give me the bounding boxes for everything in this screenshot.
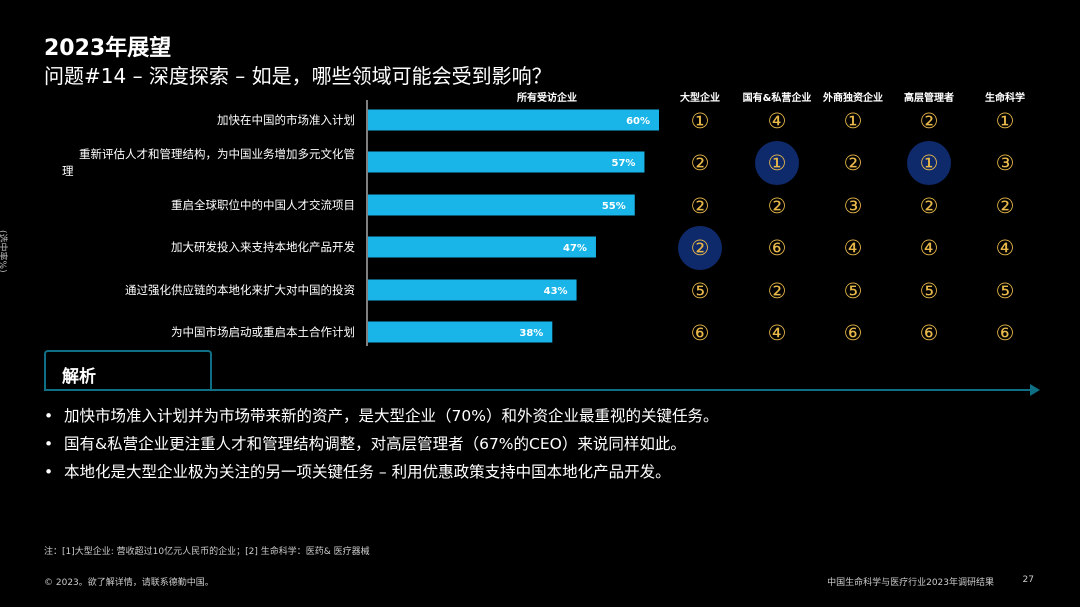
bar-data-label: 57% <box>612 158 636 169</box>
rank-column-header: 大型企业 <box>680 91 720 104</box>
rank-value: ⑥ <box>844 321 863 345</box>
category-label-continued: 理 <box>62 164 74 178</box>
rank-value: ② <box>768 194 787 218</box>
category-label: 重新评估人才和管理结构，为中国业务增加多元文化管 <box>79 147 355 161</box>
rank-value: ② <box>920 109 939 133</box>
rank-value: ⑤ <box>691 279 710 303</box>
rank-value: ① <box>691 109 710 133</box>
rank-value: ② <box>691 151 710 175</box>
rank-value: ① <box>996 109 1015 133</box>
category-label: 重启全球职位中的中国人才交流项目 <box>171 198 355 212</box>
report-title: 中国生命科学与医疗行业2023年调研结果 <box>827 578 994 588</box>
category-label: 加快在中国的市场准入计划 <box>217 113 355 127</box>
rank-value: ① <box>920 151 939 175</box>
bar-data-label: 43% <box>544 286 568 297</box>
analysis-divider <box>44 389 1034 391</box>
bullet-item: 本地化是大型企业极为关注的另一项关键任务 – 利用优惠政策支持中国本地化产品开发… <box>44 458 1044 486</box>
arrow-right-icon <box>1030 384 1040 396</box>
rank-value: ① <box>768 151 787 175</box>
rank-value: ② <box>996 194 1015 218</box>
rank-value: ② <box>768 279 787 303</box>
rank-column-header: 高层管理者 <box>904 91 954 104</box>
footnote: 注：[1]大型企业: 营收超过10亿元人民币的企业；[2] 生命科学：医药& 医… <box>44 547 370 557</box>
bullet-item: 加快市场准入计划并为市场带来新的资产，是大型企业（70%）和外资企业最重视的关键… <box>44 402 1044 430</box>
rank-column-header: 国有&私营企业 <box>743 91 812 104</box>
rank-column-header: 生命科学 <box>985 91 1025 104</box>
rank-value: ② <box>691 236 710 260</box>
bar <box>368 279 577 301</box>
rank-value: ③ <box>996 151 1015 175</box>
page-number: 27 <box>1022 575 1034 585</box>
rank-highlight-circle <box>755 141 799 185</box>
rank-value: ② <box>844 151 863 175</box>
rank-highlight-circle <box>907 141 951 185</box>
bar <box>368 236 596 258</box>
bar-data-label: 60% <box>626 116 650 127</box>
bullet-item: 国有&私营企业更注重人才和管理结构调整，对高层管理者（67%的CEO）来说同样如… <box>44 430 1044 458</box>
category-label: 通过强化供应链的本地化来扩大对中国的投资 <box>125 283 355 297</box>
rank-value: ⑤ <box>844 279 863 303</box>
rank-column-header: 外商独资企业 <box>822 91 883 104</box>
rank-value: ③ <box>844 194 863 218</box>
bar-chart: 所有受访企业 60% 加快在中国的市场准入计划 57% 重新评估人才和管理结构，为中国业… <box>62 91 1025 346</box>
rank-value: ⑤ <box>996 279 1015 303</box>
rank-value: ⑥ <box>920 321 939 345</box>
series-name: 所有受访企业 <box>517 91 577 104</box>
bar <box>368 194 635 216</box>
rank-value: ④ <box>844 236 863 260</box>
category-label: 为中国市场启动或重启本土合作计划 <box>171 325 355 339</box>
rank-value: ④ <box>996 236 1015 260</box>
rank-highlight-circle <box>678 226 722 270</box>
rank-value: ⑥ <box>996 321 1015 345</box>
bar-data-label: 55% <box>602 201 626 212</box>
rank-value: ④ <box>768 321 787 345</box>
rank-value: ① <box>844 109 863 133</box>
bar <box>368 321 553 343</box>
rank-value: ② <box>920 194 939 218</box>
rank-value: ④ <box>920 236 939 260</box>
category-label: 加大研发投入来支持本地化产品开发 <box>171 240 355 254</box>
bar <box>368 109 659 131</box>
page-subtitle: 问题#14 – 深度探索 – 如是，哪些领域可能会受到影响？ <box>44 64 552 88</box>
rank-value: ④ <box>768 109 787 133</box>
rank-value: ② <box>691 194 710 218</box>
bar-data-label: 38% <box>519 328 543 339</box>
analysis-label: 解析 <box>62 367 96 387</box>
bar <box>368 151 645 173</box>
rank-value: ⑥ <box>691 321 710 345</box>
copyright: © 2023。欲了解详情，请联系德勤中国。 <box>44 578 214 588</box>
analysis-tab: 解析 <box>44 350 212 390</box>
analysis-bullets: 加快市场准入计划并为市场带来新的资产，是大型企业（70%）和外资企业最重视的关键… <box>44 402 1044 486</box>
rank-value: ⑤ <box>920 279 939 303</box>
page-title: 2023年展望 <box>44 36 172 61</box>
bar-data-label: 47% <box>563 243 587 254</box>
rank-value: ⑥ <box>768 236 787 260</box>
